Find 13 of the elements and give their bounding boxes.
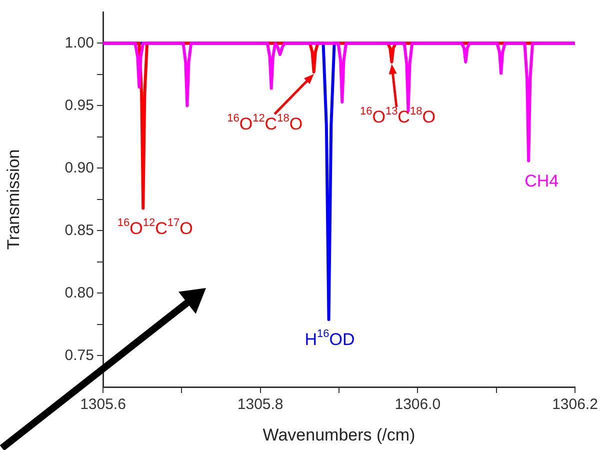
x-tick-label: 1306.2 — [552, 396, 598, 414]
y-tick-label: 0.75 — [64, 346, 94, 364]
y-tick-label: 0.85 — [64, 222, 94, 239]
y-tick-label: 0.95 — [64, 96, 94, 114]
y-axis-title: Transmission — [4, 149, 23, 250]
x-axis-title: Wavenumbers (/cm) — [262, 425, 416, 444]
y-tick-label: 1.00 — [64, 34, 94, 52]
x-tick-label: 1306.0 — [394, 396, 441, 414]
x-tick-label: 1305.6 — [80, 396, 126, 414]
y-tick-label: 0.90 — [64, 159, 94, 176]
annotation: CH4 — [524, 171, 559, 190]
x-tick-label: 1305.8 — [237, 396, 284, 414]
y-tick-label: 0.80 — [64, 284, 94, 302]
